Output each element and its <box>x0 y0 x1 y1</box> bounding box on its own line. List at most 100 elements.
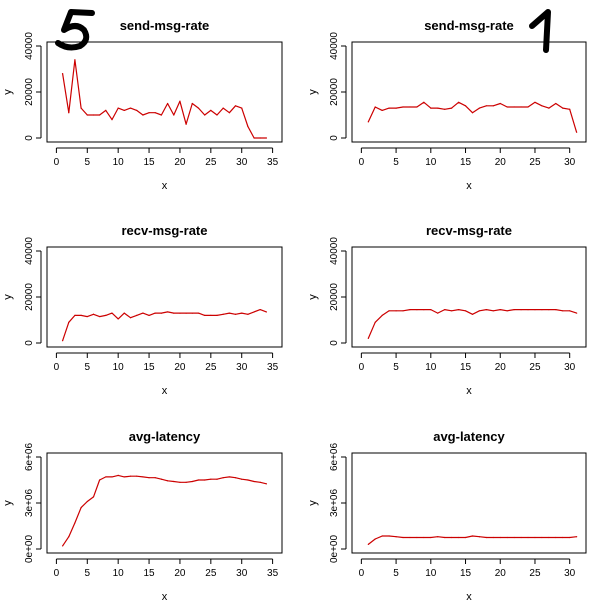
x-tick-label: 0 <box>54 157 60 168</box>
data-point <box>129 317 132 319</box>
x-tick-label: 20 <box>174 362 186 373</box>
data-point <box>381 535 383 537</box>
data-point <box>576 131 578 133</box>
data-point <box>80 314 82 316</box>
x-tick-label: 10 <box>113 362 125 373</box>
x-tick-label: 10 <box>113 568 125 579</box>
chart-title: send-msg-rate <box>424 18 514 33</box>
data-point <box>99 479 101 481</box>
data-point <box>160 114 163 116</box>
data-point <box>548 536 550 539</box>
data-point <box>173 114 175 116</box>
y-tick-label: 0e+00 <box>329 535 340 564</box>
chart-title: avg-latency <box>129 429 201 444</box>
data-point <box>534 101 536 103</box>
data-point <box>228 476 230 478</box>
data-point <box>423 309 425 311</box>
data-point <box>457 309 460 311</box>
data-point <box>499 102 501 105</box>
data-point <box>444 309 446 311</box>
data-point <box>374 321 376 323</box>
data-point <box>191 102 193 105</box>
data-point <box>388 310 390 312</box>
x-tick-label: 15 <box>460 362 472 373</box>
x-tick-label: 0 <box>359 157 365 168</box>
y-tick-label: 3e+06 <box>24 489 35 518</box>
data-point <box>241 312 243 314</box>
data-point <box>388 107 390 109</box>
data-point <box>513 536 515 539</box>
data-point <box>129 475 132 477</box>
x-tick-label: 0 <box>54 568 60 579</box>
data-point <box>367 121 369 123</box>
data-point <box>569 310 571 312</box>
plot-frame <box>351 452 587 554</box>
data-point <box>111 476 113 478</box>
data-point <box>148 477 150 479</box>
data-point <box>185 312 187 314</box>
data-point <box>259 481 261 483</box>
series-line <box>62 309 267 341</box>
data-point <box>166 311 169 313</box>
data-point <box>381 314 383 316</box>
data-point <box>166 480 169 482</box>
data-point <box>555 536 557 539</box>
data-point <box>527 536 529 539</box>
x-tick-label: 35 <box>267 362 279 373</box>
chart-panel-5: avg-latency 0 5 10 15 20 25 30 35 0e+00 3e+06 6e+06… <box>2 429 283 603</box>
data-point <box>430 309 432 311</box>
data-point <box>111 119 113 121</box>
x-axis-label: x <box>466 180 472 192</box>
x-tick-label: 5 <box>393 568 399 579</box>
x-tick-label: 25 <box>205 157 217 168</box>
data-point <box>111 312 113 314</box>
plot-frame <box>46 41 283 143</box>
data-point <box>247 125 249 128</box>
data-point <box>105 314 107 316</box>
data-point <box>86 500 88 503</box>
y-axis-label: y <box>307 89 319 95</box>
data-point <box>548 309 550 311</box>
y-axis-label: y <box>307 500 319 506</box>
y-tick-label: 40000 <box>24 237 35 265</box>
y-tick-label: 3e+06 <box>329 489 340 518</box>
x-tick-label: 30 <box>236 362 248 373</box>
data-point <box>173 312 175 314</box>
y-tick-label: 20000 <box>24 283 35 311</box>
data-point <box>191 312 193 314</box>
x-tick-label: 15 <box>143 362 155 373</box>
data-point <box>527 309 529 311</box>
data-point <box>374 538 376 540</box>
data-point <box>247 479 249 481</box>
data-point <box>416 106 418 108</box>
data-point <box>471 535 474 537</box>
x-tick-label: 25 <box>529 157 541 168</box>
data-point <box>210 478 212 480</box>
data-point <box>423 101 425 103</box>
data-point <box>148 314 150 316</box>
data-point <box>367 337 369 339</box>
data-point <box>61 340 64 342</box>
x-tick-label: 20 <box>495 157 507 168</box>
data-point <box>430 536 432 539</box>
data-point <box>402 536 404 539</box>
y-tick-label: 0 <box>329 135 340 141</box>
data-point <box>437 536 439 538</box>
data-point <box>222 477 224 479</box>
data-point <box>430 107 432 109</box>
data-point <box>569 536 571 539</box>
series-line <box>62 59 267 139</box>
data-point <box>117 318 119 320</box>
data-point <box>241 107 243 109</box>
data-point <box>576 312 578 314</box>
data-point <box>185 123 187 125</box>
data-point <box>444 108 446 110</box>
data-point <box>173 480 175 483</box>
data-point <box>555 102 557 105</box>
data-point <box>513 309 515 311</box>
data-point <box>541 105 543 107</box>
data-point <box>499 309 501 311</box>
data-point <box>478 310 481 312</box>
x-tick-label: 25 <box>205 362 217 373</box>
chart-panel-3: recv-msg-rate 0 5 10 15 20 25 30 35 0 20000 40000 x y <box>2 223 283 397</box>
